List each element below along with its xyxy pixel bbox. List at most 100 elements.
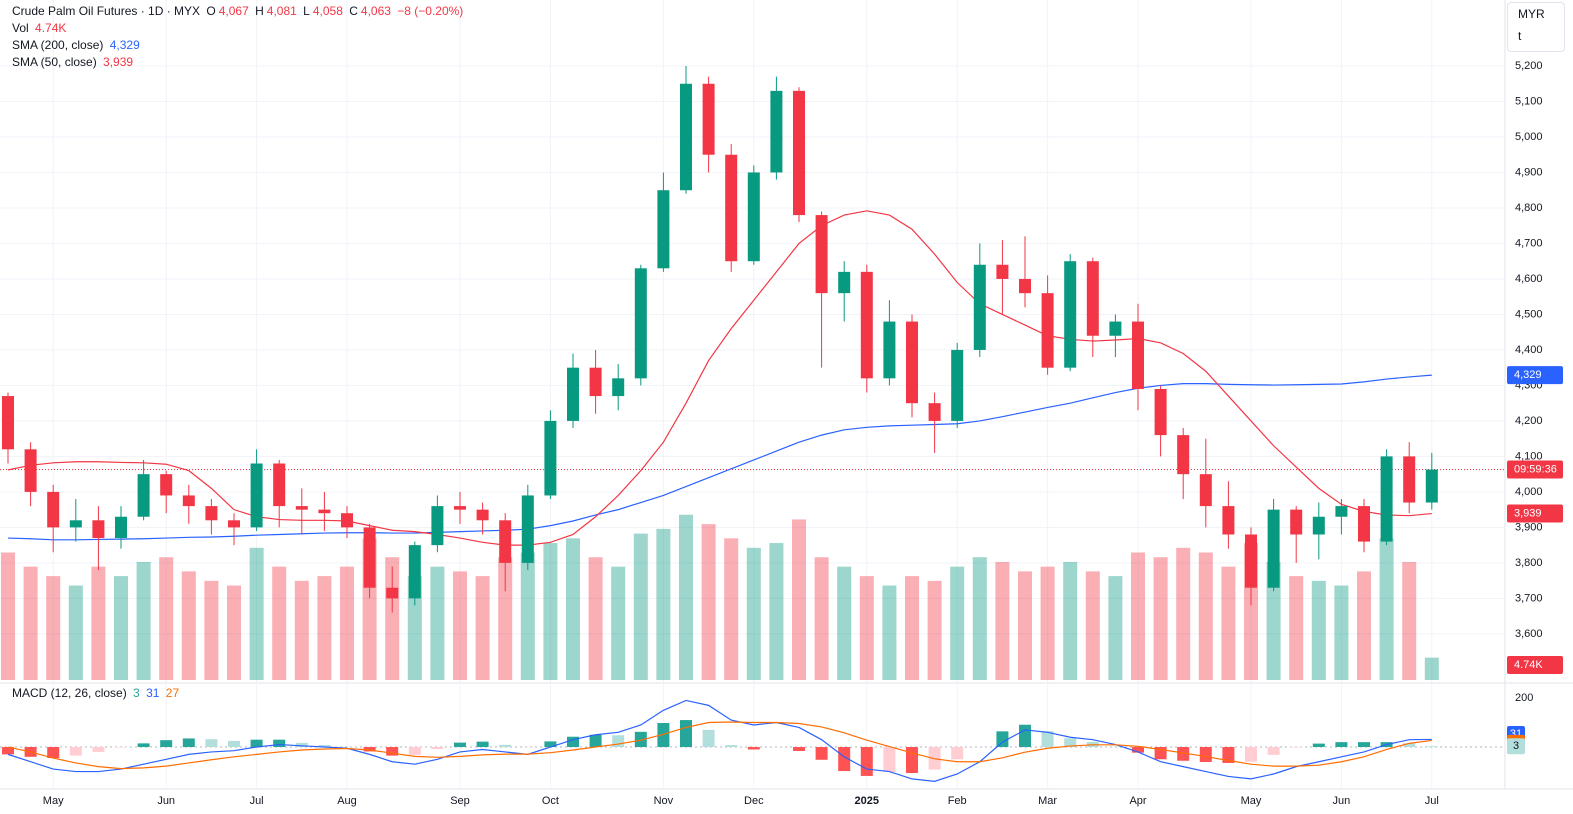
candle-body [273,463,286,507]
volume-bar [23,566,38,680]
candle-body [2,396,14,450]
y-tick-label: 4,400 [1515,344,1543,356]
candle-body [250,463,263,528]
macd-histogram-bar [47,747,60,759]
macd-histogram-bar [1335,742,1348,748]
volume-bar [566,538,580,680]
volume-bar [1108,576,1123,680]
y-tick-label: 5,000 [1515,131,1543,143]
candle-body [1358,506,1370,542]
volume-bar [927,580,942,680]
macd-histogram-bar [295,742,308,748]
x-tick-label: May [1241,795,1262,807]
volume-bar [1402,561,1417,680]
macd-histogram-bar [747,747,760,750]
candle-body [815,215,828,294]
legend-value: 4,329 [109,38,140,52]
currency[interactable]: MYR [1518,7,1545,21]
volume-bar [114,576,128,680]
ohlc-value: 4,081 [266,4,297,18]
candle-body [408,545,421,599]
y-tick-label: 4,000 [1515,486,1543,498]
macd-histogram-bar [815,747,828,760]
volume-bar [475,576,490,680]
x-tick-label: Jun [1333,795,1351,807]
volume-bar [995,561,1010,680]
macd-histogram-bar [228,740,240,748]
macd-histogram-bar [612,735,625,748]
legend-name: Vol [12,21,29,35]
legend-macd: MACD (12, 26, close) 3 31 27 [12,686,182,700]
volume-bar [1085,571,1100,680]
volume-bar [340,566,354,680]
volume-bar [520,552,535,680]
candle-body [137,474,150,517]
unit[interactable]: t [1518,29,1522,43]
macd-histogram-bar [69,747,82,756]
volume-bar [46,576,61,680]
candle-body [1199,474,1212,507]
macd-histogram-bar [386,747,399,756]
macd-histogram-bar [906,747,918,774]
candle-body [205,506,218,521]
candle-body [476,509,489,521]
volume-bar [746,547,761,680]
macd-histogram-bar [793,747,805,751]
x-tick-label: Nov [654,795,674,807]
macd-histogram-bar [1132,747,1144,753]
macd-histogram-bar [951,747,964,760]
volume-badge-bg [1507,656,1563,674]
y-tick-label: 4,200 [1515,415,1543,427]
candle-body [24,449,37,492]
macd-histogram-bar [160,740,173,748]
macd-histogram-bar [408,747,421,755]
macd-histogram-bar [1064,738,1077,748]
candle-body [92,520,105,539]
legend-name: SMA (200, close) [12,38,104,52]
candle-body [838,271,851,294]
volume-bar [679,514,693,680]
legend-volume: Vol 4.74K [12,21,69,35]
sma50-badge-bg [1507,504,1563,523]
sma200-badge-bg [1507,366,1563,385]
candle-body [1019,278,1031,294]
x-tick-label: Jul [1425,795,1439,807]
legend-value: 3,939 [103,55,134,69]
legend-value: 3 [133,686,140,700]
countdown-badge: 09:59:36 [1514,463,1557,475]
macd-histogram-bar [1267,747,1280,755]
candle-body [544,420,557,496]
countdown-badge-bg [1507,460,1563,479]
candle-body [521,495,534,563]
macd-line [7,721,1432,770]
candle-body [499,520,512,563]
y-tick-label: 4,700 [1515,237,1543,249]
candle-body [386,587,399,599]
volume-bar [68,585,83,680]
y-tick-label: 4,600 [1515,273,1543,285]
candle-body [725,154,738,262]
volume-bar [317,576,332,680]
candle-body [295,506,308,510]
volume-bar [1221,566,1236,680]
y-tick-label: 4,100 [1515,450,1543,462]
volume-bar [1040,566,1055,680]
volume-bar [792,519,806,680]
macd-histogram-bar [838,747,851,772]
x-tick-label: Mar [1038,795,1057,807]
volume-bar [701,524,716,680]
unit-selector[interactable]: MYR t [1507,2,1565,52]
macd-histogram-bar [205,739,218,748]
volume-bar [430,566,445,680]
macd-histogram-bar [318,745,331,748]
candle-body [612,378,625,397]
y-tick-label: 5,200 [1515,60,1543,72]
candle-body [589,367,602,397]
candle-body [1425,469,1438,503]
macd-histogram-bar [454,742,466,748]
candle-body [680,83,692,191]
volume-badge: 4.74K [1514,659,1543,671]
legend-name: SMA (50, close) [12,55,97,69]
volume-bar [1289,576,1304,680]
macd-histogram-bar [2,747,14,755]
